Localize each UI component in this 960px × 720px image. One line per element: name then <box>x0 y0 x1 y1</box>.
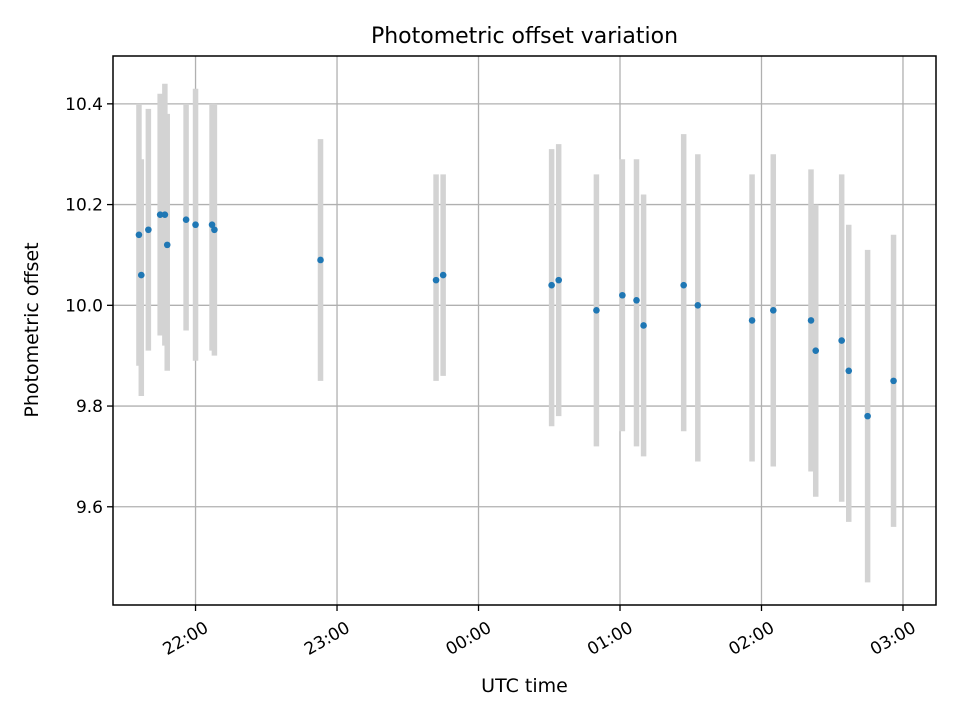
data-point <box>137 271 145 279</box>
data-point <box>633 296 640 304</box>
data-point <box>769 307 777 314</box>
data-point <box>680 281 687 289</box>
data-point <box>135 231 143 239</box>
y-axis-ticks: 9.6 9.8 10.0 10.2 10.4 <box>65 95 113 518</box>
data-point <box>619 291 626 299</box>
data-point <box>432 276 440 284</box>
data-point <box>161 211 169 218</box>
data-point <box>807 317 815 324</box>
data-point <box>548 281 555 289</box>
y-tick-label: 10.4 <box>65 95 103 115</box>
data-point <box>156 211 164 218</box>
x-axis-label: UTC time <box>481 675 568 697</box>
data-point <box>208 221 216 229</box>
data-point <box>812 347 820 354</box>
data-point <box>182 216 190 223</box>
grid <box>113 56 936 605</box>
data-point <box>145 226 152 234</box>
data-point <box>211 226 218 234</box>
data-point <box>317 256 324 264</box>
data-markers <box>135 211 897 420</box>
data-point <box>640 322 647 329</box>
data-point <box>439 271 447 279</box>
data-point <box>694 302 702 309</box>
y-axis-label: Photometric offset <box>21 242 43 417</box>
y-tick-label: 9.6 <box>76 498 103 518</box>
plot-frame <box>112 55 937 606</box>
data-point <box>555 276 562 284</box>
data-point <box>192 221 199 229</box>
y-tick-label: 9.8 <box>76 397 103 417</box>
chart-title: Photometric offset variation <box>371 24 678 49</box>
y-tick-label: 10.0 <box>65 296 103 316</box>
data-point <box>593 307 600 314</box>
data-point <box>748 317 756 324</box>
data-point <box>845 367 853 375</box>
data-point <box>163 241 171 249</box>
data-point <box>838 337 845 344</box>
y-tick-label: 10.2 <box>65 196 103 216</box>
data-point <box>890 377 897 385</box>
data-point <box>864 412 871 420</box>
